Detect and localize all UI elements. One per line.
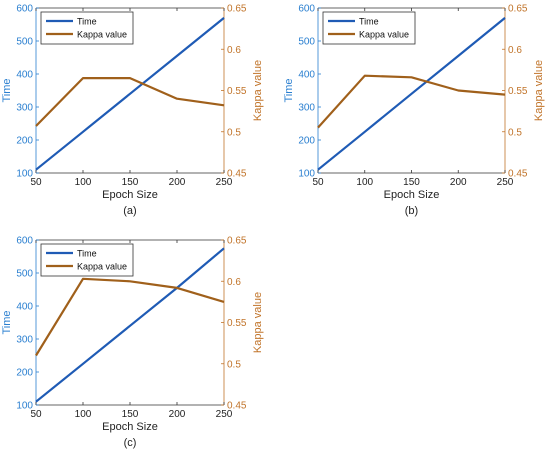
right-y-axis-title: Kappa value: [252, 60, 264, 121]
right-y-tick-label: 0.55: [508, 86, 528, 97]
x-tick-label: 50: [30, 177, 42, 188]
right-y-axis-title: Kappa value: [533, 60, 545, 121]
legend-label: Kappa value: [359, 30, 409, 40]
panel-label: (b): [405, 205, 418, 217]
right-y-tick-label: 0.6: [227, 277, 241, 288]
x-axis-title: Epoch Size: [102, 421, 158, 433]
left-y-tick-label: 500: [298, 37, 315, 48]
x-tick-label: 250: [216, 177, 233, 188]
left-y-tick-label: 500: [16, 37, 33, 48]
legend-label: Time: [77, 249, 97, 259]
right-y-tick-label: 0.45: [227, 401, 247, 412]
x-tick-label: 150: [403, 177, 420, 188]
x-axis-title: Epoch Size: [384, 189, 440, 201]
legend-label: Time: [359, 17, 379, 27]
left-y-tick-label: 300: [298, 103, 315, 114]
right-y-tick-label: 0.55: [227, 86, 247, 97]
left-y-tick-label: 600: [16, 236, 33, 247]
x-tick-label: 250: [497, 177, 514, 188]
left-y-tick-label: 600: [16, 4, 33, 15]
panel-label: (a): [123, 205, 136, 217]
chart-panel-3: 50 100 150 200 2501002003004005006000.450.50…: [1, 236, 264, 450]
left-y-tick-label: 200: [298, 136, 315, 147]
right-y-tick-label: 0.45: [508, 169, 528, 180]
right-y-tick-label: 0.5: [227, 127, 241, 138]
left-y-tick-label: 400: [298, 70, 315, 81]
x-tick-label: 100: [75, 177, 92, 188]
x-tick-label: 250: [216, 409, 233, 420]
x-axis-title: Epoch Size: [102, 189, 158, 201]
left-y-tick-label: 200: [16, 136, 33, 147]
right-y-tick-label: 0.5: [227, 359, 241, 370]
x-tick-label: 100: [75, 409, 92, 420]
chart-panel-1: 50 100 150 200 2501002003004005006000.450.50…: [1, 4, 264, 218]
x-tick-label: 150: [122, 177, 139, 188]
left-y-tick-label: 100: [298, 169, 315, 180]
right-y-tick-label: 0.55: [227, 318, 247, 329]
left-y-tick-label: 100: [16, 401, 33, 412]
left-y-tick-label: 400: [16, 70, 33, 81]
left-y-axis-title: Time: [1, 310, 13, 334]
x-tick-label: 50: [30, 409, 42, 420]
right-y-tick-label: 0.65: [227, 236, 247, 247]
left-y-tick-label: 200: [16, 368, 33, 379]
x-tick-label: 200: [450, 177, 467, 188]
left-y-axis-title: Time: [1, 78, 13, 102]
right-y-tick-label: 0.45: [227, 169, 247, 180]
right-y-tick-label: 0.65: [227, 4, 247, 15]
left-y-tick-label: 100: [16, 169, 33, 180]
left-y-tick-label: 500: [16, 269, 33, 280]
legend-box: [40, 243, 134, 277]
series-line-kappa: [35, 76, 225, 127]
legend-label: Kappa value: [77, 30, 127, 40]
right-y-tick-label: 0.6: [227, 45, 241, 56]
right-y-tick-label: 0.65: [508, 4, 528, 15]
x-tick-label: 150: [122, 409, 139, 420]
left-y-tick-label: 300: [16, 335, 33, 346]
legend-box: [322, 11, 416, 45]
legend-box: [40, 11, 134, 45]
right-y-tick-label: 0.6: [508, 45, 522, 56]
left-y-tick-label: 300: [16, 103, 33, 114]
left-y-tick-label: 400: [16, 302, 33, 313]
legend-label: Kappa value: [77, 262, 127, 272]
series-line-kappa: [35, 277, 225, 357]
left-y-tick-label: 600: [298, 4, 315, 15]
x-tick-label: 50: [312, 177, 324, 188]
x-tick-label: 200: [169, 409, 186, 420]
chart-panel-2: 50 100 150 200 2501002003004005006000.450.50…: [283, 4, 545, 218]
right-y-axis-title: Kappa value: [252, 292, 264, 353]
legend-label: Time: [77, 17, 97, 27]
left-y-axis-title: Time: [283, 78, 295, 102]
x-tick-label: 100: [356, 177, 373, 188]
right-y-tick-label: 0.5: [508, 127, 522, 138]
x-tick-label: 200: [169, 177, 186, 188]
panel-label: (c): [124, 437, 137, 449]
